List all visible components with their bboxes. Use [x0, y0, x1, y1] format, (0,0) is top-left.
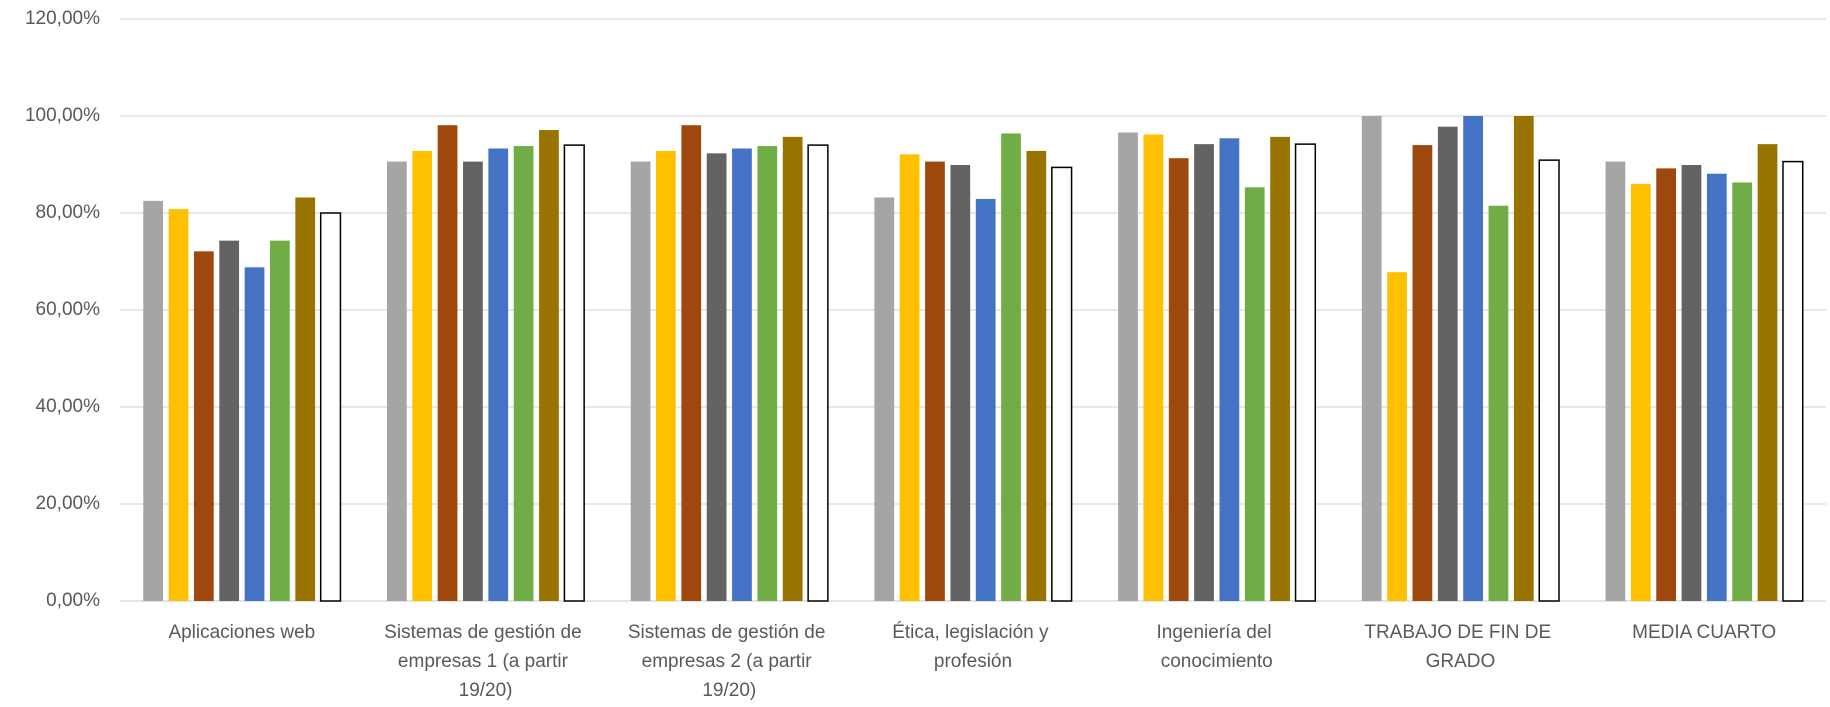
bar: [925, 161, 945, 601]
y-tick-label: 20,00%: [36, 493, 101, 514]
bar: [143, 200, 164, 601]
bar: [1437, 126, 1458, 602]
bar: [681, 125, 702, 601]
bar: [193, 251, 214, 601]
bar: [1168, 158, 1189, 601]
bar: [1001, 133, 1021, 601]
bar: [295, 197, 316, 602]
bar: [1118, 132, 1138, 602]
x-tick-label: Sistemas de gestión de empresas 1 (a par…: [384, 622, 587, 701]
x-tick-label: TRABAJO DE FIN DE GRADO: [1364, 622, 1556, 672]
bar: [1361, 116, 1382, 601]
bar: [899, 154, 920, 601]
bar: [1630, 183, 1651, 601]
bar: [1757, 144, 1778, 601]
bar: [1026, 150, 1047, 602]
bar: [1706, 173, 1727, 601]
bar: [1387, 272, 1407, 601]
bar: [656, 150, 676, 602]
bar: [1656, 168, 1676, 601]
bar: [319, 212, 342, 602]
bar: [488, 148, 509, 601]
bar: [168, 209, 189, 601]
x-tick-label: Sistemas de gestión de empresas 2 (a par…: [628, 622, 831, 701]
bar: [732, 148, 752, 601]
bar: [219, 240, 240, 601]
bar: [1219, 138, 1240, 601]
y-tick-label: 40,00%: [36, 396, 101, 417]
bar: [950, 164, 971, 602]
bar: [807, 144, 829, 602]
bar: [1538, 159, 1560, 602]
bar: [1463, 116, 1483, 601]
bar: [1194, 144, 1214, 601]
bar: [1244, 187, 1265, 602]
bar: [1681, 164, 1702, 602]
bar: [412, 150, 433, 602]
x-tick-label: Ética, legislación y profesión: [892, 622, 1054, 672]
bar: [563, 144, 585, 602]
y-tick-label: 120,00%: [25, 8, 100, 29]
bar: [1513, 116, 1534, 601]
bar: [1732, 182, 1753, 601]
y-tick-label: 60,00%: [36, 299, 101, 320]
bar: [513, 146, 534, 601]
bar: [270, 240, 290, 601]
bar: [706, 153, 727, 601]
bar: [630, 161, 651, 601]
bar: [244, 267, 265, 601]
x-tick-label: MEDIA CUARTO: [1632, 622, 1776, 643]
bar: [463, 161, 483, 601]
bar: [975, 198, 996, 601]
x-tick-label: Aplicaciones web: [168, 622, 315, 643]
bar: [1051, 166, 1073, 602]
y-tick-label: 80,00%: [36, 202, 101, 223]
bar: [386, 161, 407, 601]
bar: [1488, 205, 1509, 601]
bar: [1782, 160, 1804, 602]
bar: [1412, 145, 1433, 601]
bar: [1605, 161, 1626, 601]
x-tick-label: Ingeniería del conocimiento: [1157, 622, 1277, 672]
bar: [874, 197, 895, 602]
bar: [1143, 134, 1164, 601]
bar: [1270, 136, 1290, 602]
bar: [437, 125, 458, 601]
y-tick-label: 100,00%: [25, 105, 100, 126]
bar: [757, 146, 778, 601]
bar: [1294, 143, 1317, 602]
bar: [539, 130, 559, 601]
bar: [782, 136, 803, 602]
y-tick-label: 0,00%: [46, 590, 100, 611]
